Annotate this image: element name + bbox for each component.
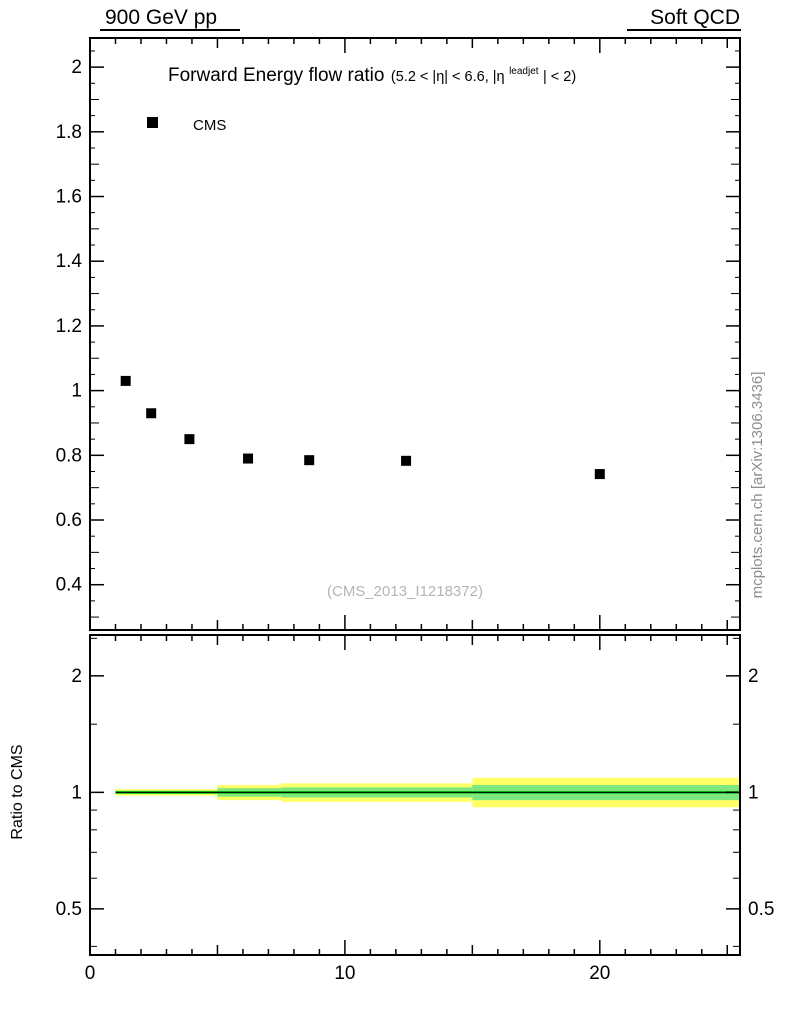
top-panel-frame bbox=[89, 37, 741, 631]
plot-title-cuts-post: | < 2) bbox=[543, 69, 576, 85]
ratio-y-tick-label-right: 2 bbox=[748, 666, 759, 687]
y-tick-label: 1.8 bbox=[56, 122, 82, 143]
data-point bbox=[401, 455, 412, 466]
data-point bbox=[243, 453, 254, 464]
data-point bbox=[594, 469, 605, 480]
ratio-bands-layer bbox=[115, 777, 740, 808]
data-points-layer bbox=[120, 375, 605, 480]
data-point bbox=[184, 434, 195, 445]
plot-title-cuts-pre: (5.2 < |η| < 6.6, |η bbox=[391, 69, 505, 85]
legend-marker-cms bbox=[147, 117, 158, 128]
x-tick-label: 20 bbox=[589, 963, 610, 984]
y-tick-label: 1.4 bbox=[56, 251, 83, 272]
ratio-axis-label: Ratio to CMS bbox=[9, 744, 26, 839]
data-point bbox=[304, 455, 315, 466]
y-tick-label: 1 bbox=[71, 381, 82, 402]
y-tick-label: 2 bbox=[71, 57, 82, 78]
header-process-group: Soft QCD bbox=[650, 6, 740, 29]
data-point bbox=[146, 408, 157, 419]
y-tick-label: 1.6 bbox=[56, 187, 82, 208]
y-tick-label: 0.4 bbox=[56, 575, 83, 596]
plot-title-main: Forward Energy flow ratio bbox=[168, 65, 384, 86]
header-beam-energy: 900 GeV pp bbox=[105, 6, 217, 29]
x-tick-label: 10 bbox=[334, 963, 355, 984]
legend-label-cms: CMS bbox=[193, 117, 226, 134]
mcplots-credit-label: mcplots.cern.ch [arXiv:1306.3436] bbox=[749, 372, 766, 599]
ratio-y-tick-label-left: 2 bbox=[71, 666, 82, 687]
ratio-y-tick-label-right: 0.5 bbox=[748, 899, 774, 920]
analysis-watermark: (CMS_2013_I1218372) bbox=[327, 583, 483, 600]
ratio-y-tick-label-left: 1 bbox=[71, 782, 82, 803]
plot-title: Forward Energy flow ratio (5.2 < |η| < 6… bbox=[168, 61, 576, 86]
ratio-y-tick-label-left: 0.5 bbox=[56, 899, 82, 920]
data-point bbox=[120, 375, 131, 386]
x-tick-label: 0 bbox=[85, 963, 96, 984]
axes-layer: 0 10 20 0.4 0.6 0.8 1 1.2 1.4 1.6 1.8 2 0.5 0.5 1 1 2 2 bbox=[56, 37, 774, 984]
y-tick-label: 0.8 bbox=[56, 445, 82, 466]
ratio-y-tick-label-right: 1 bbox=[748, 782, 759, 803]
y-tick-label: 1.2 bbox=[56, 316, 82, 337]
y-tick-label: 0.6 bbox=[56, 510, 82, 531]
bottom-panel-frame bbox=[89, 634, 741, 956]
plot-title-cuts-sup: leadjet bbox=[509, 66, 539, 77]
